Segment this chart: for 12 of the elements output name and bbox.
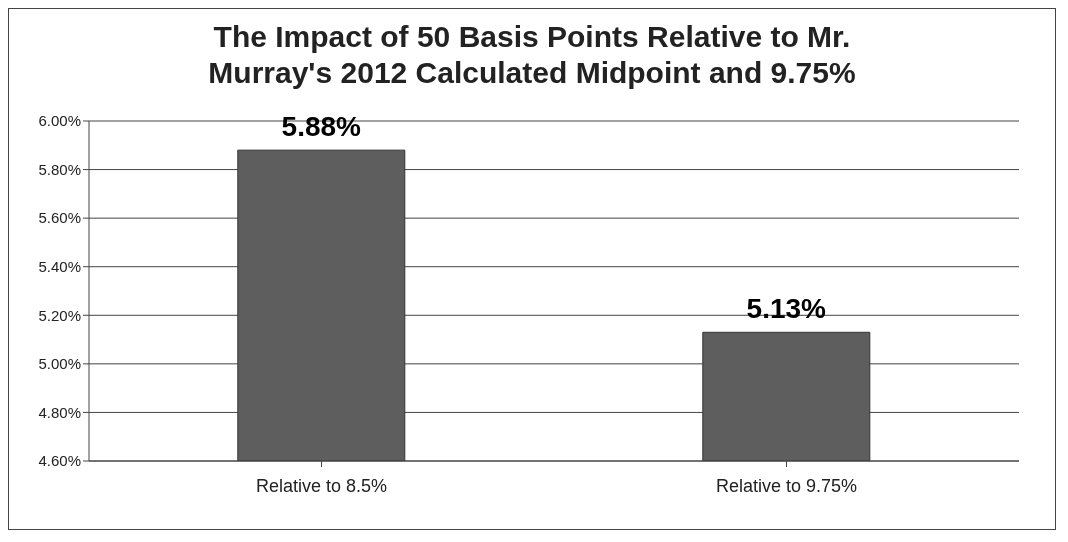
y-tick-label: 5.40% xyxy=(38,258,81,276)
y-tick-label: 4.60% xyxy=(38,452,81,470)
chart-title: The Impact of 50 Basis Points Relative to Mr. Murray's 2012 Calculated Midpoint and 9.75% xyxy=(207,19,857,91)
y-tick-label: 4.80% xyxy=(38,403,81,421)
y-tick-label: 5.80% xyxy=(38,160,81,178)
y-tick-label: 5.60% xyxy=(38,209,81,227)
x-tick-label: Relative to 8.5% xyxy=(255,475,388,496)
y-tick-label: 6.00% xyxy=(38,112,81,130)
x-tick-label: Relative to 9.75% xyxy=(715,475,858,496)
y-tick-label: 5.20% xyxy=(38,306,81,324)
data-label: 5.88% xyxy=(281,111,362,143)
y-tick-label: 5.00% xyxy=(38,355,81,373)
